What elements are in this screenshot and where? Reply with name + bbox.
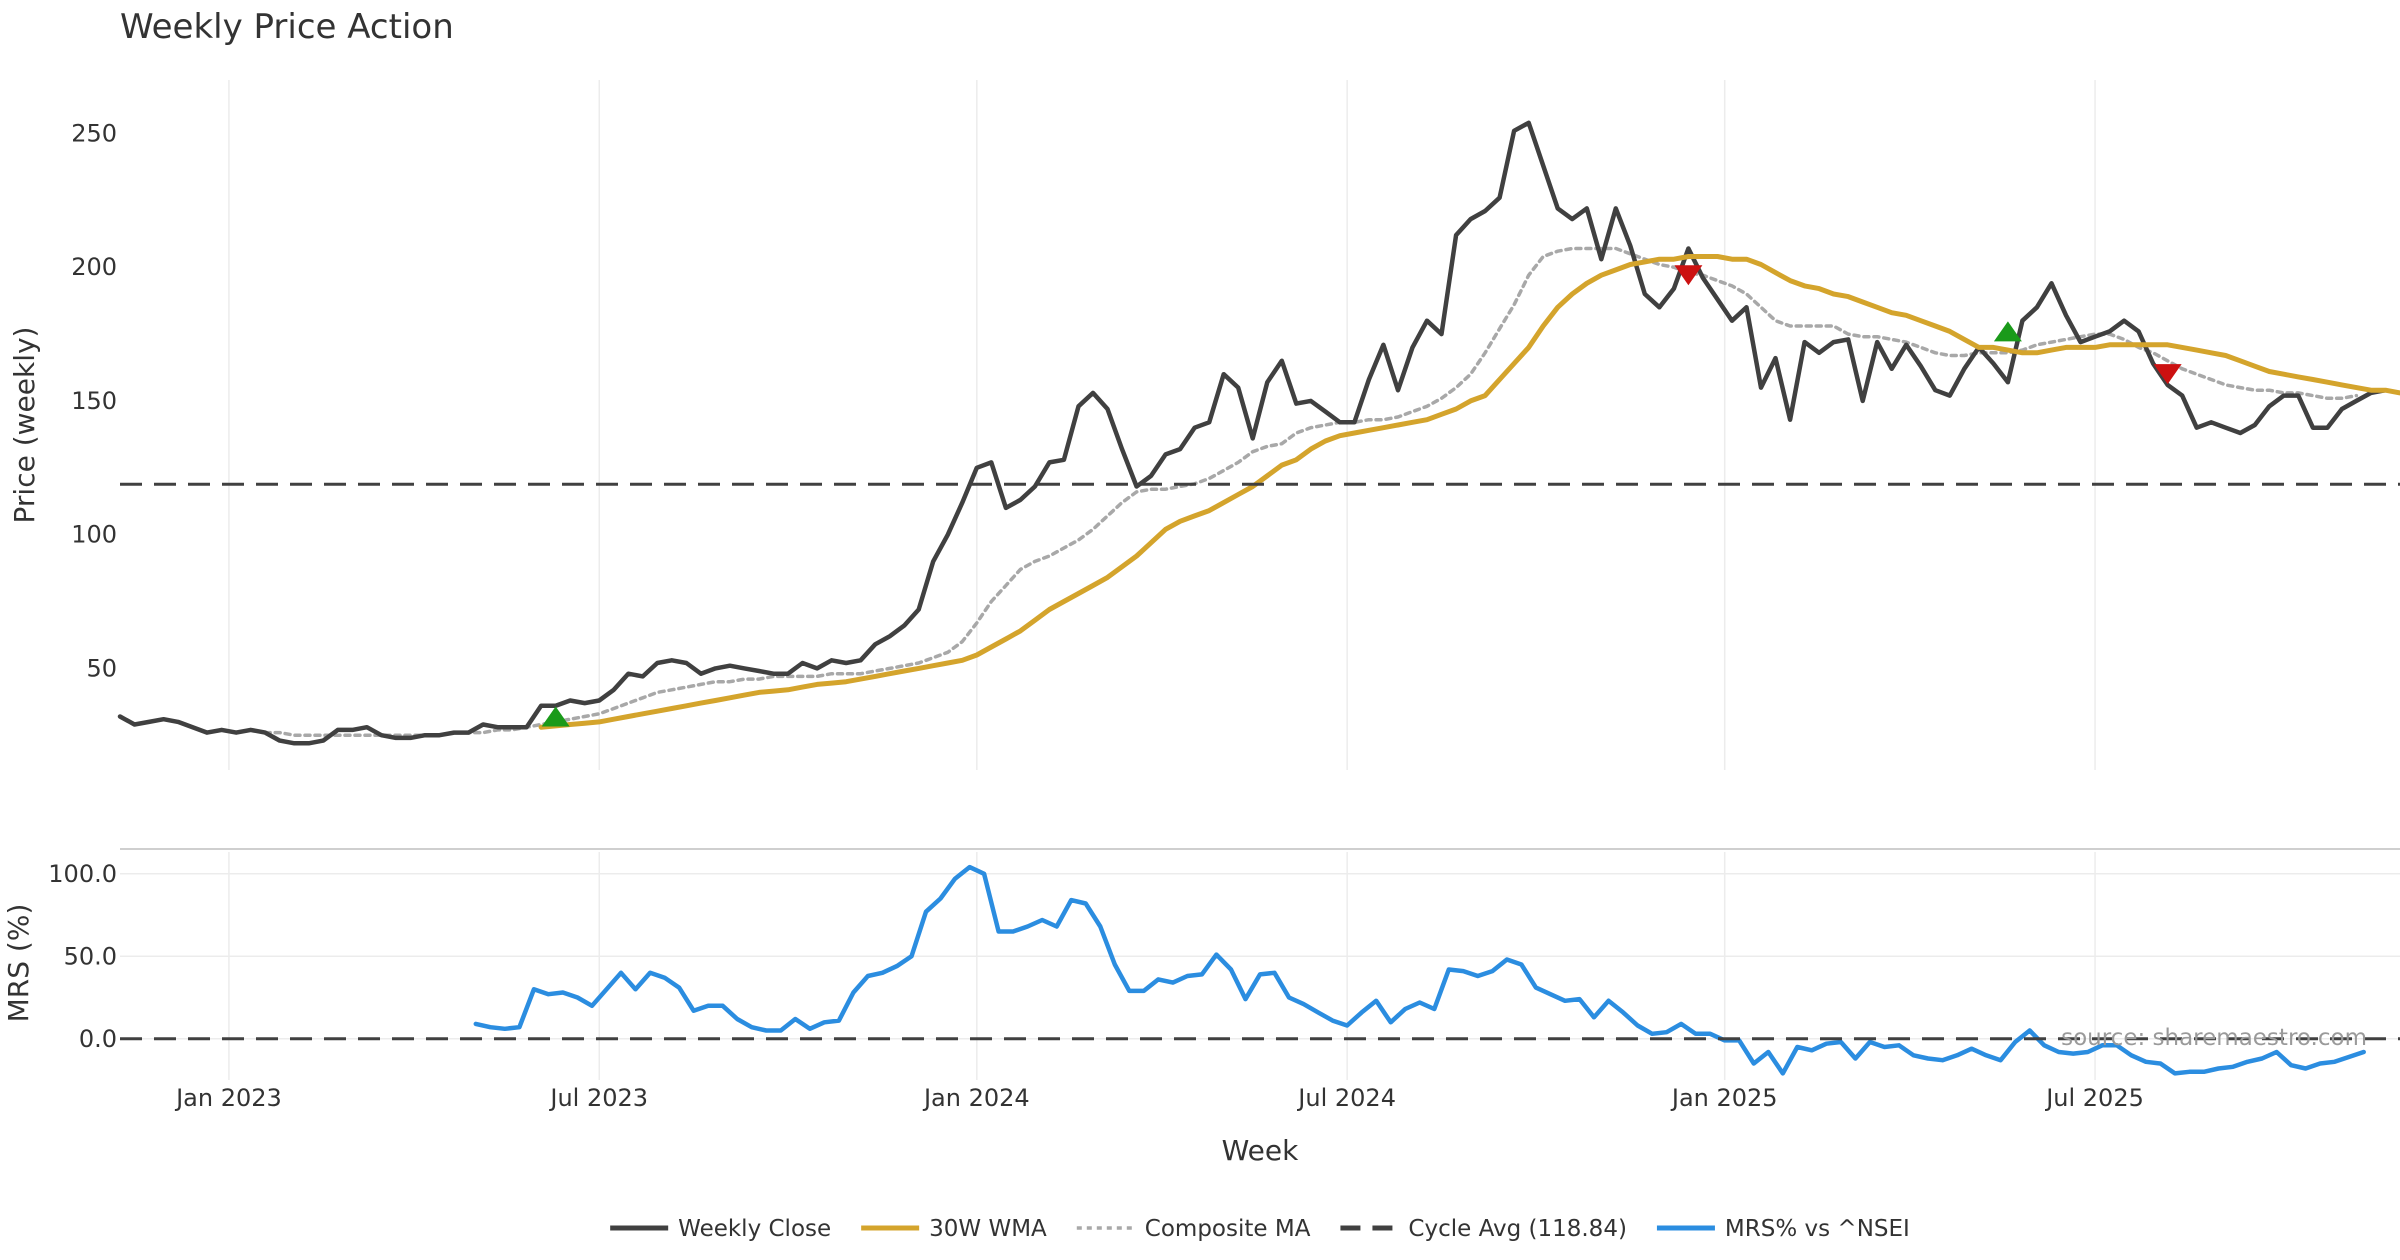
price-y-tick-label: 200 bbox=[71, 253, 117, 281]
legend-label-composite-ma: Composite MA bbox=[1145, 1216, 1311, 1242]
mrs-y-axis-label: MRS (%) bbox=[2, 904, 35, 1023]
legend-label-weekly-close: Weekly Close bbox=[678, 1216, 831, 1242]
mrs-y-ticks: 100.0 50.0 0.0 bbox=[48, 860, 117, 1053]
price-y-tick-label: 150 bbox=[71, 387, 117, 415]
price-y-tick-label: 100 bbox=[71, 521, 117, 549]
buy-signal-marker bbox=[541, 706, 570, 727]
price-series bbox=[117, 120, 2400, 746]
x-tick-label: Jul 2023 bbox=[548, 1084, 648, 1112]
legend-label-mrs-vs-nsei: MRS% vs ^NSEI bbox=[1725, 1216, 1910, 1242]
x-tick-label: Jul 2024 bbox=[1296, 1084, 1396, 1112]
x-tick-label: Jan 2023 bbox=[174, 1084, 282, 1112]
mrs-series bbox=[120, 864, 2400, 1076]
price-panel: 50 100 150 200 250 Price (weekly) bbox=[8, 80, 2400, 770]
price-y-tick-label: 50 bbox=[86, 654, 117, 682]
x-axis-ticks: Jan 2023 Jul 2023 Jan 2024 Jul 2024 Jan 2025… bbox=[174, 1084, 2144, 1112]
price-y-ticks: 50 100 150 200 250 bbox=[71, 119, 117, 682]
x-tick-label: Jul 2025 bbox=[2044, 1084, 2144, 1112]
weekly-close-line bbox=[117, 120, 2388, 746]
signal-markers bbox=[541, 265, 2182, 727]
source-annotation: source: sharemaestro.com bbox=[2061, 1025, 2367, 1051]
x-tick-label: Jan 2025 bbox=[1670, 1084, 1778, 1112]
legend-label-cycle-avg-118-84: Cycle Avg (118.84) bbox=[1408, 1216, 1627, 1242]
x-tick-label: Jan 2024 bbox=[922, 1084, 1030, 1112]
composite-ma-line bbox=[263, 246, 2359, 737]
price-y-axis-label: Price (weekly) bbox=[8, 327, 41, 524]
legend: Weekly Close 30W WMA Composite MA Cycle Avg… bbox=[610, 1216, 1910, 1242]
mrs-line bbox=[473, 864, 2366, 1076]
legend-label-30w-wma: 30W WMA bbox=[929, 1216, 1047, 1242]
sell-signal-marker bbox=[2153, 364, 2182, 385]
chart-title: Weekly Price Action bbox=[120, 7, 454, 47]
mrs-panel: 100.050.00.0 MRS (%) Jan 2023 Jul 2023 Jan… bbox=[2, 848, 2400, 1167]
sell-signal-marker bbox=[1674, 265, 1703, 286]
mrs-y-tick-label: 0.0 bbox=[79, 1025, 117, 1053]
price-y-tick-label: 250 bbox=[71, 119, 117, 147]
price-grid bbox=[228, 80, 2096, 770]
mrs-y-tick-label: 100.0 bbox=[48, 860, 117, 888]
mrs-grid bbox=[120, 852, 2400, 1080]
x-axis-label: Week bbox=[1222, 1134, 1299, 1167]
buy-signal-marker bbox=[1993, 321, 2022, 342]
30w-wma-line bbox=[538, 254, 2400, 730]
mrs-y-tick-label: 50.0 bbox=[64, 942, 117, 970]
